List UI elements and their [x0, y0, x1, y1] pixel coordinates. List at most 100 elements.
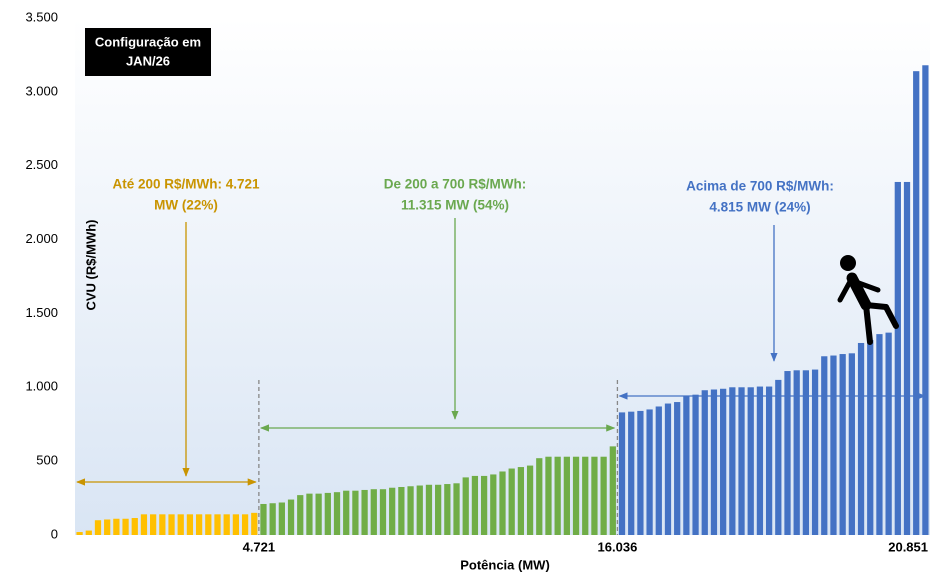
bar [186, 514, 194, 535]
bar [517, 467, 525, 535]
bar [315, 493, 322, 535]
bar [710, 389, 718, 535]
bar [352, 490, 359, 535]
bar [692, 394, 699, 535]
bar [582, 456, 589, 535]
bar [297, 495, 304, 535]
bar [85, 530, 92, 535]
bar [563, 456, 570, 535]
bar [913, 71, 920, 536]
bar [720, 388, 727, 535]
bar [287, 499, 295, 535]
bar [260, 503, 267, 535]
bar [857, 342, 865, 535]
config-text: JAN/26 [126, 53, 170, 68]
bar [306, 493, 313, 535]
bar [205, 514, 212, 535]
bar [379, 489, 387, 535]
bars [76, 65, 929, 536]
bar [361, 489, 368, 535]
x-tick-label: 4.721 [243, 539, 276, 554]
annotation: 11.315 MW (54%) [401, 198, 509, 213]
bar [848, 353, 855, 535]
bar [784, 371, 791, 535]
bar [480, 475, 488, 535]
bar [104, 519, 111, 535]
bar [591, 456, 598, 535]
config-text: Configuração em [95, 34, 201, 49]
bar [894, 181, 901, 535]
bar [150, 514, 157, 535]
bar [508, 468, 515, 535]
bar [159, 514, 166, 535]
plot-background [75, 18, 930, 535]
bar [793, 370, 800, 535]
bar [683, 396, 690, 535]
bar [554, 456, 561, 535]
bar [618, 412, 626, 535]
bar [765, 386, 773, 535]
bar [885, 332, 892, 535]
annotation: MW (22%) [154, 198, 218, 213]
bar [775, 379, 782, 535]
bar [444, 484, 451, 535]
bar [756, 386, 764, 535]
y-tick-label: 1.000 [25, 379, 58, 394]
bar [747, 387, 754, 535]
range-markers [76, 380, 926, 535]
config-box [85, 28, 211, 76]
bar [214, 514, 221, 535]
bar [177, 514, 184, 535]
bar [729, 387, 736, 535]
bar [131, 518, 138, 535]
bar [876, 334, 883, 535]
bar [821, 356, 828, 535]
annotation: 4.815 MW (24%) [709, 200, 810, 215]
bar [674, 402, 681, 535]
bar [664, 403, 672, 535]
bar [867, 340, 874, 535]
y-tick-label: 2.500 [25, 157, 58, 172]
y-tick-label: 3.500 [25, 9, 58, 24]
y-axis-label: CVU (R$/MWh) [83, 220, 98, 311]
bar [471, 475, 479, 535]
bar [343, 490, 350, 535]
bar [701, 390, 708, 535]
bar [278, 502, 285, 535]
bar [407, 486, 414, 535]
bar [232, 514, 240, 535]
y-tick-label: 2.000 [25, 231, 58, 246]
bar [802, 370, 810, 535]
y-tick-label: 500 [36, 453, 58, 468]
bar [113, 518, 120, 535]
bar [628, 411, 635, 535]
bar [324, 492, 331, 535]
y-tick-label: 3.000 [25, 83, 58, 98]
bar [195, 514, 203, 535]
bar [526, 465, 534, 535]
bar [168, 514, 175, 535]
y-tick-label: 0 [51, 526, 58, 541]
bar [600, 456, 607, 535]
bar [370, 489, 377, 535]
bar [536, 458, 543, 535]
annotation: Acima de 700 R$/MWh: [686, 179, 834, 194]
bar [76, 532, 83, 535]
bar [269, 503, 276, 535]
bar [839, 354, 846, 535]
bar [637, 410, 644, 535]
bar [490, 474, 497, 535]
bar [122, 518, 129, 535]
bar [830, 355, 837, 535]
bar [545, 456, 552, 535]
stick-figure [837, 255, 899, 345]
bar [646, 409, 653, 535]
bar [609, 446, 616, 535]
bar [251, 512, 258, 535]
annotation: De 200 a 700 R$/MWh: [384, 177, 527, 192]
bar [140, 514, 148, 535]
annotation: Até 200 R$/MWh: 4.721 [112, 177, 260, 192]
bar [223, 514, 230, 535]
bar [903, 181, 911, 535]
